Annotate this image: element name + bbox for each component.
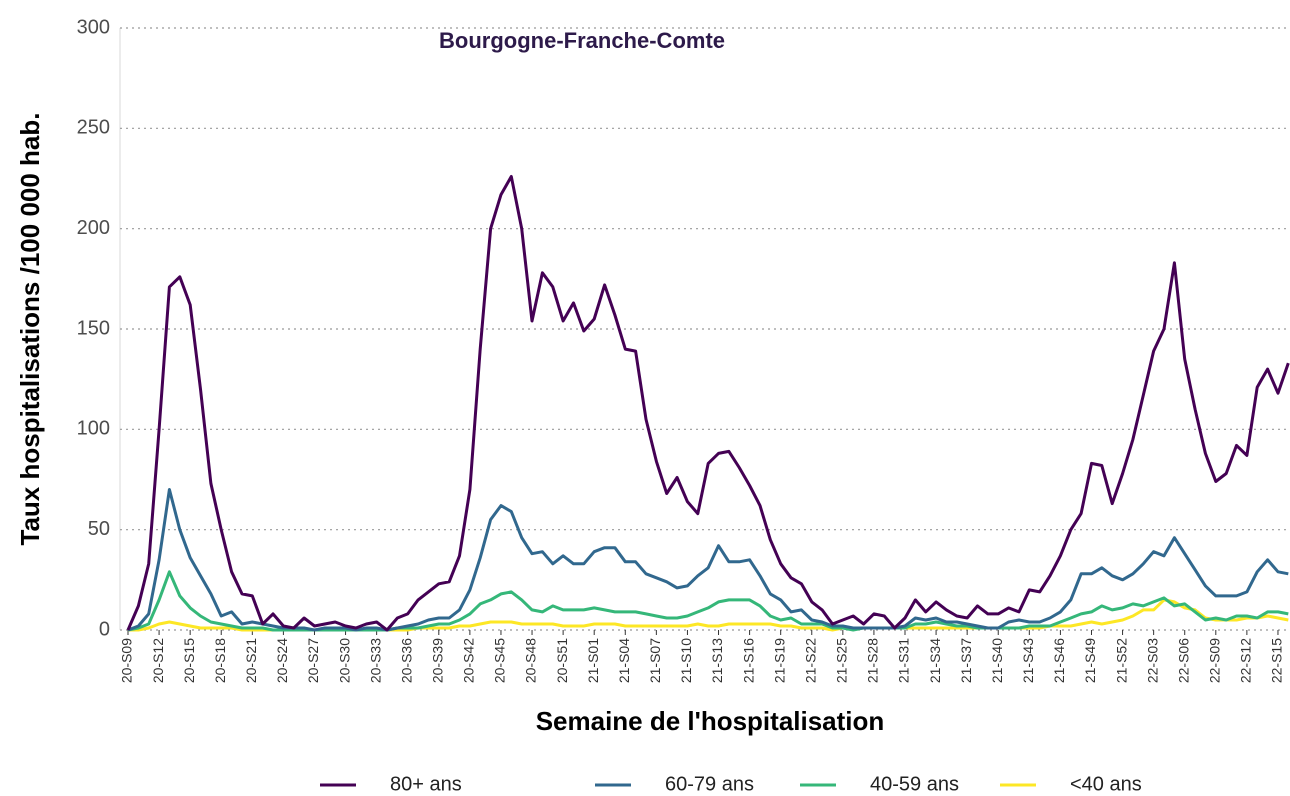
y-tick-label: 300 (77, 16, 110, 38)
x-tick-label: 20-S09 (119, 638, 135, 683)
x-tick-label: 21-S19 (771, 638, 787, 683)
y-tick-label: 250 (77, 117, 110, 139)
x-tick-label: 20-S36 (398, 638, 414, 683)
x-tick-label: 20-S27 (305, 638, 321, 683)
x-tick-label: 20-S30 (336, 638, 352, 683)
x-tick-label: 21-S49 (1082, 638, 1098, 683)
series-line (126, 175, 1290, 632)
x-tick-label: 21-S01 (585, 638, 601, 683)
x-tick-label: 21-S46 (1051, 638, 1067, 683)
x-tick-label: 21-S04 (616, 638, 632, 683)
y-tick-label: 50 (88, 518, 110, 540)
legend-label: <40 ans (1070, 773, 1142, 795)
y-tick-label: 0 (99, 618, 110, 640)
x-tick-label: 21-S34 (927, 638, 943, 683)
chart-title: Bourgogne-Franche-Comte (439, 28, 725, 53)
x-tick-label: 20-S45 (492, 638, 508, 683)
y-tick-label: 100 (77, 418, 110, 440)
x-tick-label: 21-S40 (989, 638, 1005, 683)
x-tick-label: 21-S13 (709, 638, 725, 683)
x-tick-label: 20-S48 (523, 638, 539, 683)
y-axis-label: Taux hospitalisations /100 000 hab. (15, 113, 45, 546)
x-tick-label: 21-S10 (678, 638, 694, 683)
x-tick-label: 20-S33 (367, 638, 383, 683)
x-tick-label: 20-S42 (461, 638, 477, 683)
x-tick-label: 20-S15 (181, 638, 197, 683)
x-tick-label: 20-S21 (243, 638, 259, 683)
x-tick-label: 21-S31 (896, 638, 912, 683)
x-tick-label: 22-S12 (1238, 638, 1254, 683)
x-tick-label: 21-S16 (740, 638, 756, 683)
legend-label: 80+ ans (390, 773, 462, 795)
y-tick-label: 200 (77, 217, 110, 239)
x-tick-label: 21-S25 (834, 638, 850, 683)
y-tick-label: 150 (77, 317, 110, 339)
x-tick-label: 22-S03 (1144, 638, 1160, 683)
x-tick-label: 22-S06 (1175, 638, 1191, 683)
x-tick-label: 21-S22 (802, 638, 818, 683)
legend-label: 40-59 ans (870, 773, 959, 795)
x-axis-label: Semaine de l'hospitalisation (536, 706, 885, 736)
x-tick-label: 22-S15 (1269, 638, 1285, 683)
x-tick-label: 20-S18 (212, 638, 228, 683)
x-tick-label: 22-S09 (1207, 638, 1223, 683)
x-tick-label: 21-S07 (647, 638, 663, 683)
x-tick-label: 21-S43 (1020, 638, 1036, 683)
x-tick-label: 20-S24 (274, 638, 290, 683)
legend-label: 60-79 ans (665, 773, 754, 795)
series-line (128, 598, 1289, 632)
x-tick-label: 20-S51 (554, 638, 570, 683)
x-tick-label: 21-S28 (865, 638, 881, 683)
series-line (127, 488, 1289, 632)
x-tick-label: 20-S39 (430, 638, 446, 683)
x-tick-label: 21-S52 (1113, 638, 1129, 683)
x-tick-label: 20-S12 (150, 638, 166, 683)
x-tick-label: 21-S37 (958, 638, 974, 683)
